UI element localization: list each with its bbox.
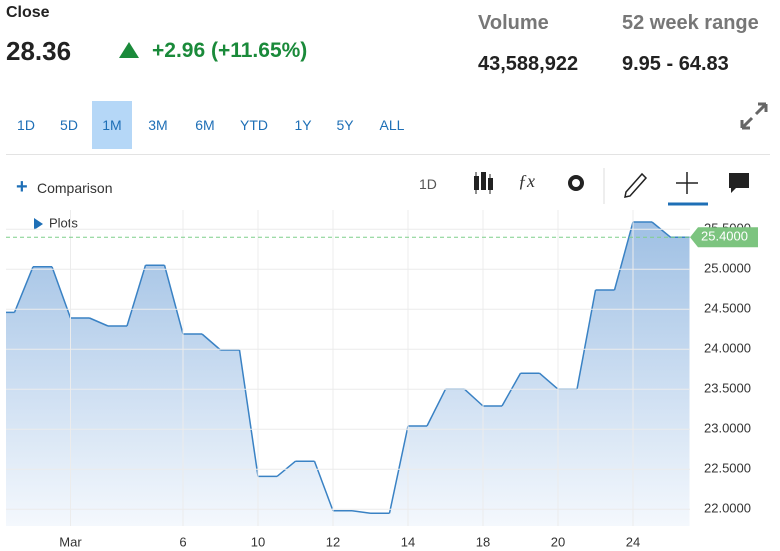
price-connector <box>13 266 34 313</box>
close-label: Close <box>6 4 50 21</box>
y-tick-label: 22.0000 <box>704 501 751 516</box>
price-connector <box>351 510 371 514</box>
candles-icon[interactable] <box>474 172 493 194</box>
fx-icon[interactable]: ƒx <box>518 171 535 191</box>
x-tick-label: Mar <box>59 534 82 549</box>
price-connector <box>89 317 109 327</box>
y-tick-label: 25.0000 <box>704 261 751 276</box>
y-tick-label: 24.5000 <box>704 301 751 316</box>
divider <box>6 154 770 155</box>
volume-label: Volume <box>478 12 549 34</box>
x-tick-label: 12 <box>326 534 340 549</box>
expand-icon[interactable] <box>738 100 770 132</box>
price-change: +2.96 (+11.65%) <box>152 39 308 62</box>
comment-icon[interactable] <box>729 173 749 193</box>
price-connector <box>613 221 634 291</box>
last-price-label: 25.4000 <box>701 229 748 244</box>
plot-area <box>6 221 690 526</box>
range-button[interactable]: ALL <box>379 117 405 133</box>
comparison-button[interactable]: Comparison <box>37 180 113 196</box>
price-connector <box>426 388 447 427</box>
close-price: 28.36 <box>6 36 72 66</box>
toolbar-icons: ƒx <box>474 168 749 206</box>
range-button[interactable]: 1M <box>92 101 132 149</box>
range-button[interactable]: 1Y <box>294 117 312 133</box>
up-arrow <box>119 42 139 58</box>
crosshair-icon[interactable] <box>676 172 698 194</box>
range-value: 9.95 - 64.83 <box>622 53 729 75</box>
range-button[interactable]: YTD <box>240 117 268 133</box>
price-connector <box>163 265 184 335</box>
price-connector <box>238 349 259 477</box>
y-tick-label: 22.5000 <box>704 461 751 476</box>
last-price-tag <box>690 227 758 248</box>
area-fill <box>6 222 690 526</box>
x-tick-label: 18 <box>476 534 490 549</box>
y-tick-label: 23.0000 <box>704 421 751 436</box>
settings-icon[interactable] <box>568 175 584 191</box>
x-tick-label: 24 <box>626 534 640 549</box>
range-button[interactable]: 1D <box>17 117 35 133</box>
interval-button[interactable]: 1D <box>419 176 437 192</box>
pencil-icon[interactable] <box>624 172 648 198</box>
price-connector <box>201 333 221 351</box>
x-tick-label: 6 <box>179 534 186 549</box>
y-tick-label: 24.0000 <box>704 341 751 356</box>
y-tick-label: 23.5000 <box>704 381 751 396</box>
plots-button[interactable]: Plots <box>49 215 78 230</box>
x-tick-label: 20 <box>551 534 565 549</box>
range-label: 52 week range <box>622 12 759 34</box>
volume-value: 43,588,922 <box>478 53 579 75</box>
x-tick-label: 14 <box>401 534 415 549</box>
price-connector <box>576 289 597 390</box>
range-button[interactable]: 5D <box>60 117 78 133</box>
range-button[interactable]: 6M <box>195 117 215 133</box>
price-connector <box>126 264 147 327</box>
plots-arrow <box>34 218 43 230</box>
range-button[interactable]: 3M <box>148 117 168 133</box>
range-button[interactable]: 5Y <box>336 117 354 133</box>
price-connector <box>463 388 484 407</box>
plus-icon: + <box>16 176 28 198</box>
x-tick-label: 10 <box>251 534 265 549</box>
price-connector <box>539 372 559 390</box>
